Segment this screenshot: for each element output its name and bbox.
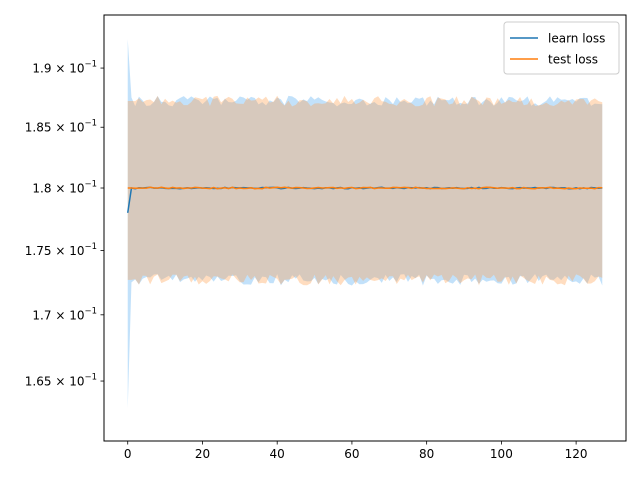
x-axis-ticks: 0 20 40 60 80 100 120 — [124, 441, 588, 461]
x-tick-label: 80 — [419, 447, 434, 461]
legend-label-test-loss: test loss — [548, 53, 598, 67]
x-tick-label: 60 — [344, 447, 359, 461]
x-tick-label: 0 — [124, 447, 132, 461]
y-tick-label: 1.9 × 10−1 — [32, 60, 97, 76]
legend: learn loss test loss — [503, 21, 620, 75]
band-learn-loss — [127, 39, 603, 409]
band-test-loss — [127, 95, 603, 286]
legend-label-learn-loss: learn loss — [548, 32, 605, 46]
x-tick-label: 100 — [490, 447, 513, 461]
plot-frame — [103, 14, 627, 442]
x-tick-label: 20 — [195, 447, 210, 461]
y-tick-label: 1.7 × 10−1 — [32, 306, 97, 322]
legend-box — [503, 21, 620, 75]
confidence-bands — [127, 39, 603, 409]
y-tick-label: 1.85 × 10−1 — [25, 119, 97, 135]
series-lines — [126, 186, 603, 213]
y-tick-label: 1.65 × 10−1 — [25, 373, 97, 389]
y-axis-ticks: 1.65 × 10−1 1.7 × 10−1 1.75 × 10−1 1.8 × 10… — [25, 60, 104, 389]
line-test-loss — [127, 186, 603, 190]
x-tick-label: 40 — [270, 447, 285, 461]
x-tick-label: 120 — [565, 447, 588, 461]
y-tick-label: 1.8 × 10−1 — [32, 180, 97, 196]
y-tick-label: 1.75 × 10−1 — [25, 242, 97, 258]
